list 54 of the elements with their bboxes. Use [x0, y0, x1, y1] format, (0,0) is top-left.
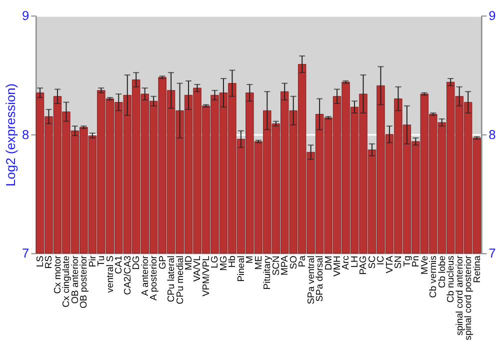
x-tick-label: Cx cingulate: [60, 256, 72, 308]
y-axis-title: Log2 (expression): [3, 83, 18, 186]
x-tick-label: LS: [34, 256, 45, 268]
x-tick-label: ME: [252, 256, 264, 270]
x-tick-label: OB posterior: [78, 256, 89, 308]
x-tick-label: DM: [322, 255, 334, 270]
x-tick-label: A posterior: [148, 256, 159, 301]
x-tick-label: IC: [374, 255, 386, 266]
x-tick-label: Arc: [340, 255, 351, 270]
x-tick-label: SPa ventral: [304, 256, 316, 304]
x-tick-label: MPA: [278, 254, 290, 276]
x-tick-label: CA2/CA3: [121, 256, 132, 295]
x-tick-label: MVe: [418, 256, 430, 274]
x-tick-label: Retina: [470, 254, 482, 283]
x-tick-label: SN: [392, 255, 404, 269]
x-tick-label: MG: [217, 256, 228, 271]
x-tick-label: PAG: [357, 256, 368, 275]
x-tick-label: VTA: [383, 254, 394, 274]
x-tick-label: MD: [182, 255, 194, 270]
x-tick-label: LH: [348, 255, 360, 268]
x-tick-label: Tu: [95, 256, 106, 266]
x-tick-label: SO: [287, 256, 298, 270]
y2-tick-label: 8: [488, 126, 496, 142]
x-tick-label: ventral S: [104, 256, 115, 293]
x-tick-label: Tg: [400, 256, 412, 267]
x-tick-label: DG: [130, 256, 142, 270]
y-tick-label: 7: [22, 246, 30, 261]
x-tick-label: Pa: [296, 254, 308, 268]
x-tick-label: Cx motor: [51, 256, 62, 294]
y2-tick-label: 9: [488, 8, 496, 24]
x-tick-label: VA/VL: [191, 256, 202, 282]
x-tick-label: GP: [156, 256, 168, 270]
x-tick-label: M: [244, 255, 255, 264]
y-tick-label: 9: [22, 8, 30, 24]
x-tick-label: SC: [366, 255, 377, 269]
y-tick-label: 8: [22, 126, 30, 142]
x-tick-label: spinal cord anterior: [453, 256, 464, 336]
x-tick-label: SPa dorsal: [314, 256, 325, 302]
x-tick-label: CPu lateral: [165, 256, 176, 302]
x-tick-label: Hb: [226, 256, 238, 268]
x-tick-label: VMH: [331, 255, 342, 277]
x-tick-label: Pir: [86, 256, 98, 268]
x-tick-label: Pineal: [234, 256, 246, 282]
x-tick-label: Cb vermis: [427, 255, 438, 298]
x-tick-label: Cb lobe: [436, 256, 447, 288]
x-tick-label: CA1: [112, 256, 124, 274]
x-tick-label: RS: [42, 256, 54, 269]
y2-tick-label: 7: [488, 246, 496, 261]
x-tick-label: CPu medial: [174, 256, 185, 304]
x-tick-label: LG: [208, 256, 220, 268]
x-tick-label: Cb nucleus: [444, 255, 456, 303]
x-tick-label: VPM/VPL: [200, 256, 211, 296]
x-tick-label: Pituitary: [261, 255, 272, 290]
x-tick-label: A anterior: [138, 256, 150, 296]
